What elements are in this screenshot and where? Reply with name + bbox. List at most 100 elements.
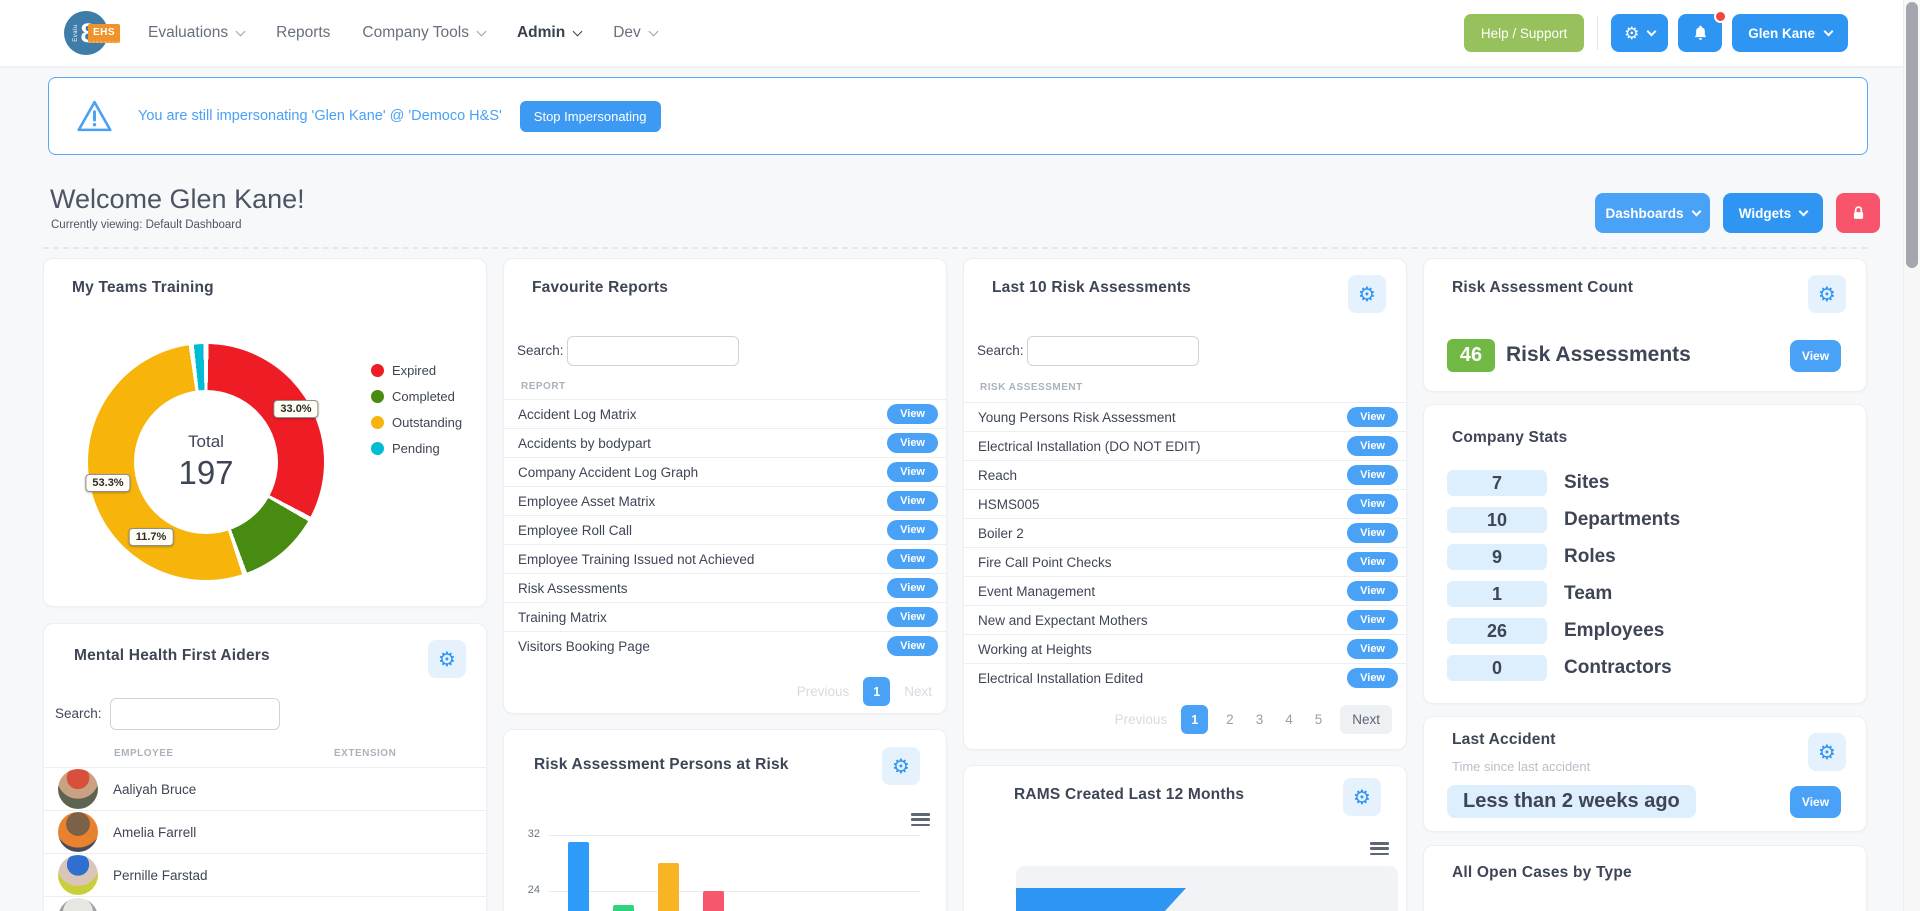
stat-row: 7 Sites bbox=[1447, 470, 1843, 496]
pagination-page-1[interactable]: 1 bbox=[1181, 705, 1209, 734]
lock-dashboard-button[interactable] bbox=[1836, 193, 1880, 233]
pagination-next: Next bbox=[904, 684, 932, 699]
employee-name: Pernille Farstad bbox=[113, 867, 208, 883]
view-button[interactable]: View bbox=[887, 636, 938, 656]
search-input[interactable] bbox=[567, 336, 739, 366]
dashboards-label: Dashboards bbox=[1605, 205, 1684, 221]
view-button[interactable]: View bbox=[1347, 465, 1398, 485]
widget-settings-button[interactable]: ⚙ bbox=[1808, 733, 1846, 771]
widget-settings-button[interactable]: ⚙ bbox=[1343, 778, 1381, 816]
legend-item-expired[interactable]: Expired bbox=[371, 363, 462, 378]
view-button[interactable]: View bbox=[1347, 552, 1398, 572]
menu-reports[interactable]: Reports bbox=[276, 24, 330, 42]
pagination-page-3[interactable]: 3 bbox=[1255, 712, 1264, 727]
user-menu-button[interactable]: Glen Kane bbox=[1732, 14, 1848, 52]
first-aiders-table: Aaliyah Bruce Amelia Farrell Pernille Fa… bbox=[44, 767, 486, 911]
menu-admin[interactable]: Admin bbox=[517, 24, 583, 42]
table-row: Electrical Installation (DO NOT EDIT) Vie… bbox=[964, 431, 1406, 460]
menu-label: Dev bbox=[613, 24, 641, 41]
chart-legend: Expired Completed Outstanding Pending bbox=[371, 363, 462, 467]
pagination-page-2[interactable]: 2 bbox=[1226, 712, 1234, 727]
navbar: Evalu 8 EHS Evaluations Reports Company … bbox=[0, 0, 1920, 66]
gear-icon: ⚙ bbox=[1624, 23, 1640, 43]
report-name: Risk Assessments bbox=[518, 580, 628, 596]
legend-label: Expired bbox=[392, 363, 437, 378]
pagination-page-1[interactable]: 1 bbox=[863, 677, 891, 706]
pagination-next[interactable]: Next bbox=[1340, 705, 1392, 734]
report-name: Accidents by bodypart bbox=[518, 435, 651, 451]
view-button[interactable]: View bbox=[887, 462, 938, 482]
dashboards-dropdown-button[interactable]: Dashboards bbox=[1595, 193, 1710, 233]
card-mental-health-first-aiders: Mental Health First Aiders ⚙ Search: EMP… bbox=[43, 623, 487, 911]
menu-dev[interactable]: Dev bbox=[613, 24, 659, 42]
chevron-down-icon bbox=[1691, 206, 1701, 216]
employee-name: Amelia Farrell bbox=[113, 824, 197, 840]
help-support-button[interactable]: Help / Support bbox=[1463, 14, 1585, 52]
legend-item-completed[interactable]: Completed bbox=[371, 389, 462, 404]
widget-settings-button[interactable]: ⚙ bbox=[428, 640, 466, 678]
card-last-10-risk-assessments: Last 10 Risk Assessments ⚙ Search: RISK … bbox=[963, 258, 1407, 750]
search-input[interactable] bbox=[110, 698, 280, 730]
pagination: Previous 1 2 3 4 5 Next bbox=[1115, 705, 1392, 734]
view-button[interactable]: View bbox=[887, 404, 938, 424]
card-title: Last Accident bbox=[1452, 731, 1556, 748]
chart-menu-icon[interactable] bbox=[911, 813, 930, 829]
scrollbar-thumb[interactable] bbox=[1906, 2, 1918, 268]
view-button[interactable]: View bbox=[1790, 786, 1841, 818]
avatar bbox=[58, 769, 98, 809]
widget-settings-button[interactable]: ⚙ bbox=[882, 747, 920, 785]
navbar-actions: Help / Support ⚙ Glen Kane bbox=[1463, 10, 1848, 52]
view-button[interactable]: View bbox=[887, 520, 938, 540]
pagination: Previous 1 Next bbox=[797, 677, 932, 706]
page-subtitle: Currently viewing: Default Dashboard bbox=[51, 219, 242, 231]
view-button[interactable]: View bbox=[1347, 668, 1398, 688]
legend-dot bbox=[371, 442, 384, 455]
widget-settings-button[interactable]: ⚙ bbox=[1808, 275, 1846, 313]
legend-item-pending[interactable]: Pending bbox=[371, 441, 462, 456]
chart-menu-icon[interactable] bbox=[1370, 842, 1389, 858]
report-name: Visitors Booking Page bbox=[518, 638, 650, 654]
app-logo[interactable]: Evalu 8 EHS bbox=[64, 11, 130, 55]
gridline bbox=[548, 835, 920, 836]
view-button[interactable]: View bbox=[1347, 610, 1398, 630]
table-row: Amelia Farrell bbox=[44, 810, 486, 853]
pagination-page-5[interactable]: 5 bbox=[1314, 712, 1323, 727]
widgets-dropdown-button[interactable]: Widgets bbox=[1723, 193, 1823, 233]
stop-impersonating-button[interactable]: Stop Impersonating bbox=[519, 100, 661, 132]
view-button[interactable]: View bbox=[887, 549, 938, 569]
card-title: Favourite Reports bbox=[532, 279, 669, 296]
risk-assessments-table: Young Persons Risk Assessment View Electr… bbox=[964, 402, 1406, 692]
y-axis-tick: 32 bbox=[527, 828, 540, 840]
view-button[interactable]: View bbox=[1347, 494, 1398, 514]
menu-company-tools[interactable]: Company Tools bbox=[362, 24, 487, 42]
company-stats-list: 7 Sites 10 Departments 9 Roles 1 Team 26 Empl… bbox=[1447, 470, 1843, 692]
column-header-extension: EXTENSION bbox=[334, 748, 397, 759]
menu-evaluations[interactable]: Evaluations bbox=[148, 24, 246, 42]
view-button[interactable]: View bbox=[1790, 340, 1841, 372]
search-label: Search: bbox=[977, 343, 1024, 358]
card-title: Company Stats bbox=[1452, 429, 1568, 446]
notifications-button[interactable] bbox=[1678, 10, 1728, 52]
settings-dropdown-button[interactable]: ⚙ bbox=[1611, 14, 1669, 52]
search-input[interactable] bbox=[1027, 336, 1199, 366]
view-button[interactable]: View bbox=[1347, 523, 1398, 543]
training-donut-chart bbox=[88, 344, 324, 580]
table-row: Working at Heights View bbox=[964, 634, 1406, 663]
table-row: Event Management View bbox=[964, 576, 1406, 605]
card-title: Mental Health First Aiders bbox=[74, 647, 270, 664]
risk-assessment-name: Electrical Installation (DO NOT EDIT) bbox=[978, 438, 1201, 454]
widget-settings-button[interactable]: ⚙ bbox=[1348, 275, 1386, 313]
pagination-page-4[interactable]: 4 bbox=[1285, 712, 1293, 727]
avatar bbox=[58, 855, 98, 895]
view-button[interactable]: View bbox=[887, 578, 938, 598]
view-button[interactable]: View bbox=[887, 433, 938, 453]
view-button[interactable]: View bbox=[887, 607, 938, 627]
legend-item-outstanding[interactable]: Outstanding bbox=[371, 415, 462, 430]
dashboard-actions: Dashboards Widgets bbox=[1595, 193, 1880, 233]
view-button[interactable]: View bbox=[887, 491, 938, 511]
table-row-partial bbox=[44, 896, 486, 911]
view-button[interactable]: View bbox=[1347, 639, 1398, 659]
view-button[interactable]: View bbox=[1347, 436, 1398, 456]
view-button[interactable]: View bbox=[1347, 581, 1398, 601]
view-button[interactable]: View bbox=[1347, 407, 1398, 427]
